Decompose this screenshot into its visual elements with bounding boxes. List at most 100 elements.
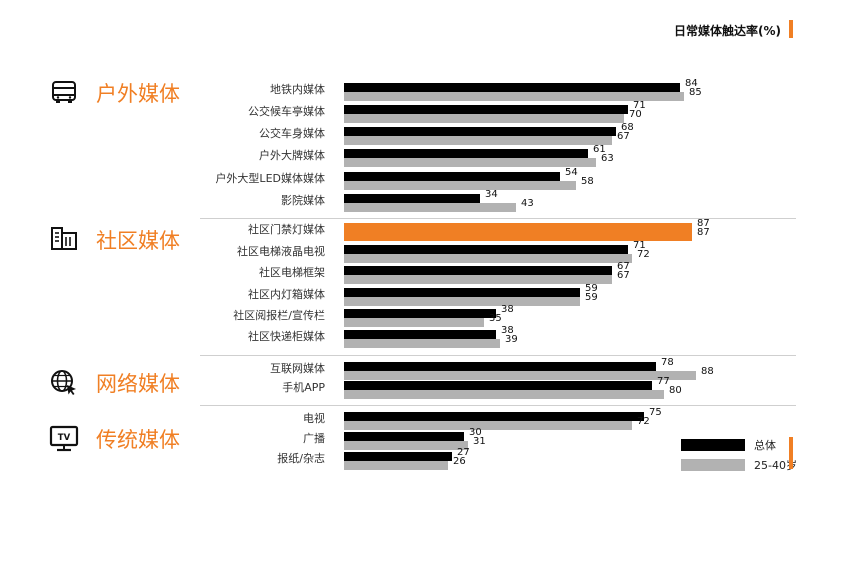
bar-25-40: [344, 318, 484, 327]
bar-25-40: [344, 339, 500, 348]
row-label: 互联网媒体: [270, 362, 325, 375]
bar-25-40: [344, 158, 596, 167]
bar-total: [344, 127, 616, 136]
row-label: 公交车身媒体: [259, 127, 325, 140]
row-label: 社区电梯液晶电视: [237, 245, 325, 258]
row-label: 社区阅报栏/宣传栏: [233, 309, 325, 322]
bar-total: [344, 362, 656, 371]
bar-25-40: [344, 181, 576, 190]
value-label: 87: [697, 218, 710, 229]
value-label: 39: [505, 334, 518, 345]
value-label: 71: [633, 240, 646, 251]
bar-25-40: [344, 114, 624, 123]
bar-total: [344, 223, 692, 232]
bar-25-40: [344, 92, 684, 101]
bar-total: [344, 83, 680, 92]
value-label: 59: [585, 292, 598, 303]
bar-total: [344, 266, 612, 275]
bar-25-40: [344, 297, 580, 306]
value-label: 31: [473, 436, 486, 447]
row-label: 公交候车亭媒体: [248, 105, 325, 118]
value-label: 27: [457, 447, 470, 458]
value-label: 43: [521, 198, 534, 209]
value-label: 61: [593, 144, 606, 155]
category-label-outdoor: 户外媒体: [96, 82, 180, 106]
building-icon: [51, 227, 77, 250]
group-separator: [200, 355, 796, 356]
group-separator: [200, 218, 796, 219]
value-label: 87: [697, 227, 710, 238]
value-label: 67: [617, 131, 630, 142]
category-label-traditional: 传统媒体: [96, 428, 180, 452]
bar-total: [344, 194, 480, 203]
value-label: 59: [585, 283, 598, 294]
value-label: 58: [581, 176, 594, 187]
row-label: 广播: [303, 432, 325, 445]
value-label: 72: [637, 249, 650, 260]
value-label: 35: [489, 313, 502, 324]
value-label: 67: [617, 261, 630, 272]
svg-text:TV: TV: [58, 433, 71, 443]
bar-25-40: [344, 254, 632, 263]
bar-25-40: [344, 371, 696, 380]
bar-25-40: [344, 232, 692, 241]
row-label: 报纸/杂志: [277, 452, 325, 465]
row-label: 社区门禁灯媒体: [248, 223, 325, 236]
row-label: 手机APP: [282, 381, 325, 394]
value-label: 63: [601, 153, 614, 164]
category-label-community: 社区媒体: [96, 229, 180, 253]
row-label: 社区电梯框架: [259, 266, 325, 279]
value-label: 38: [501, 304, 514, 315]
value-label: 80: [669, 385, 682, 396]
bar-25-40: [344, 275, 612, 284]
value-label: 88: [701, 366, 714, 377]
row-label: 社区内灯箱媒体: [248, 288, 325, 301]
value-label: 71: [633, 100, 646, 111]
bar-total: [344, 452, 452, 461]
value-label: 30: [469, 427, 482, 438]
bar-total: [344, 381, 652, 390]
bus-icon: [52, 81, 76, 103]
bar-total: [344, 432, 464, 441]
bar-25-40: [344, 441, 468, 450]
value-label: 54: [565, 167, 578, 178]
value-label: 26: [453, 456, 466, 467]
bar-total: [344, 149, 588, 158]
bar-total: [344, 330, 496, 339]
value-label: 38: [501, 325, 514, 336]
value-label: 68: [621, 122, 634, 133]
bar-25-40: [344, 461, 448, 470]
bar-total: [344, 288, 580, 297]
value-label: 84: [685, 78, 698, 89]
row-label: 地铁内媒体: [270, 83, 325, 96]
legend-label-total: 总体: [754, 439, 776, 452]
value-label: 78: [661, 357, 674, 368]
group-separator: [200, 405, 796, 406]
category-label-online: 网络媒体: [96, 372, 180, 396]
bar-25-40: [344, 136, 612, 145]
value-label: 34: [485, 189, 498, 200]
bar-total: [344, 309, 496, 318]
row-label: 电视: [303, 412, 325, 425]
bar-total: [344, 245, 628, 254]
globe-cursor-icon: [51, 370, 76, 395]
value-label: 85: [689, 87, 702, 98]
title-accent-mark: [789, 20, 793, 38]
row-label: 影院媒体: [281, 194, 325, 207]
chart-title: 日常媒体触达率(%): [674, 24, 781, 38]
bar-total: [344, 412, 644, 421]
row-label: 户外大牌媒体: [259, 149, 325, 162]
legend-label-young: 25-40岁: [754, 459, 797, 472]
value-label: 72: [637, 416, 650, 427]
bar-total: [344, 105, 628, 114]
legend-swatch-total: [681, 439, 745, 451]
tv-icon: TV: [49, 425, 79, 452]
bar-25-40: [344, 203, 516, 212]
value-label: 77: [657, 376, 670, 387]
row-label: 户外大型LED媒体媒体: [215, 172, 325, 185]
row-label: 社区快递柜媒体: [248, 330, 325, 343]
value-label: 70: [629, 109, 642, 120]
value-label: 67: [617, 270, 630, 281]
bar-25-40: [344, 421, 632, 430]
bar-total: [344, 172, 560, 181]
